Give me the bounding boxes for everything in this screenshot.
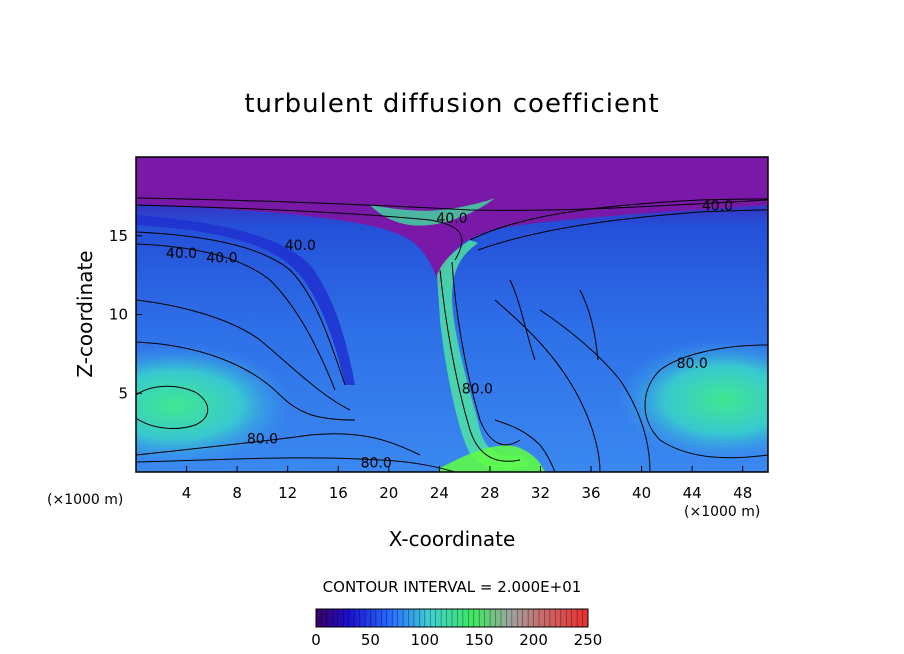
contour-label: 80.0: [247, 432, 278, 448]
x-tick-label: 36: [581, 484, 600, 502]
contour-interval-label: CONTOUR INTERVAL = 2.000E+01: [323, 578, 582, 596]
contour-labels: 40.0 40.0 40.0 40.0 40.0 80.0 80.0 80.0 80.0: [166, 199, 733, 472]
plot-area: [136, 157, 768, 472]
y-unit-label: (×1000 m): [684, 504, 760, 520]
colorbar-tick-label: 250: [574, 631, 603, 649]
contour-label: 40.0: [285, 238, 316, 254]
x-axis: 4 8 12 16 20 24 28 32 36 40 44 48: [182, 466, 752, 502]
x-tick-label: 20: [379, 484, 398, 502]
y-tick-label: 5: [118, 384, 128, 402]
left-green-blob: [136, 343, 295, 467]
contour-label: 40.0: [206, 251, 237, 267]
x-tick-label: 4: [182, 484, 192, 502]
colorbar-tick-label: 100: [410, 631, 439, 649]
upper-green-streak: [370, 198, 495, 226]
x-tick-label: 32: [531, 484, 550, 502]
x-tick-label: 40: [632, 484, 651, 502]
y-axis-label: Z-coordinate: [73, 250, 97, 377]
contour-label: 80.0: [361, 455, 392, 471]
right-green-blob: [615, 338, 768, 462]
colorbar-tick-label: 150: [465, 631, 494, 649]
contour-lines: [136, 197, 768, 472]
x-tick-label: 44: [683, 484, 702, 502]
y-tick-label: 15: [109, 227, 128, 245]
contour-label: 40.0: [166, 246, 197, 262]
contour-label: 40.0: [436, 211, 467, 227]
colorbar-ticks: 0 50 100 150 200 250: [311, 631, 602, 649]
colorbar-tick-label: 50: [361, 631, 380, 649]
colorbar-tick-label: 200: [519, 631, 548, 649]
y-tick-label: 10: [109, 306, 128, 324]
chart-title: turbulent diffusion coefficient: [244, 89, 659, 119]
contour-label: 80.0: [677, 356, 708, 372]
contour-label: 40.0: [702, 199, 733, 215]
colorbar-stripes: [321, 609, 583, 627]
x-tick-label: 48: [733, 484, 752, 502]
x-tick-label: 24: [430, 484, 449, 502]
x-axis-label: X-coordinate: [389, 527, 516, 551]
x-tick-label: 12: [278, 484, 297, 502]
upper-purple-tongue: [136, 157, 768, 290]
colorbar-tick-label: 0: [311, 631, 321, 649]
x-unit-label: (×1000 m): [47, 492, 123, 508]
contour-label: 80.0: [462, 381, 493, 397]
x-tick-label: 8: [232, 484, 242, 502]
x-tick-label: 28: [480, 484, 499, 502]
central-green-plume: [437, 240, 530, 470]
dark-blue-band: [136, 215, 355, 385]
x-tick-label: 16: [329, 484, 348, 502]
y-axis: 5 10 15: [109, 227, 142, 402]
